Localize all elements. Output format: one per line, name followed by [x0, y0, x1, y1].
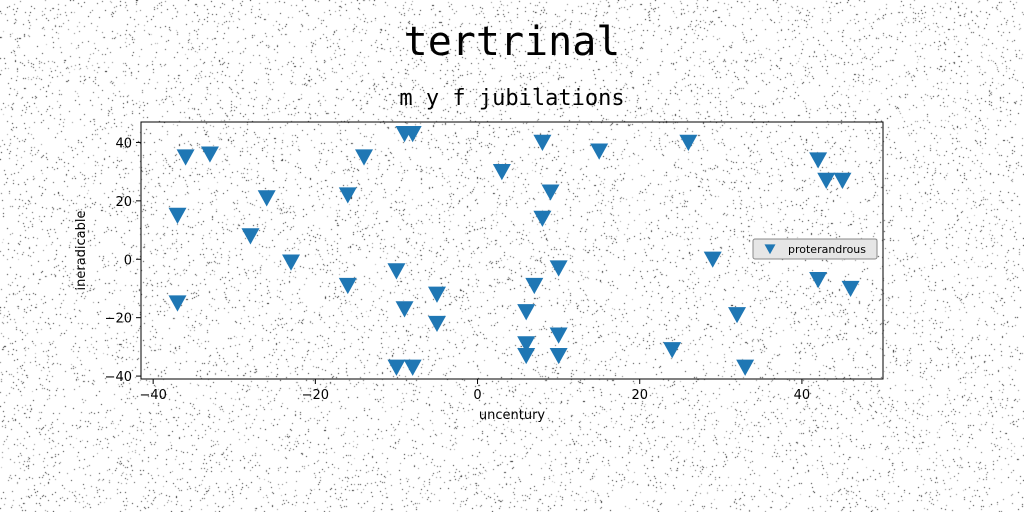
data-point: [492, 163, 511, 181]
data-point: [168, 207, 187, 225]
data-point: [387, 359, 406, 376]
x-axis-ticks: −40 −20 0 20 40: [139, 379, 810, 403]
data-point: [809, 152, 828, 169]
data-point: [833, 172, 852, 189]
legend-label: proterandrous: [788, 243, 866, 256]
data-point: [176, 149, 195, 166]
data-point: [241, 228, 260, 245]
data-point: [257, 190, 276, 207]
y-tick-label: 20: [115, 195, 132, 210]
marker-layer: [168, 126, 860, 376]
data-point: [549, 347, 568, 365]
chart-title: tertrinal: [403, 19, 621, 65]
data-point: [168, 295, 187, 312]
data-point: [517, 336, 536, 353]
data-point: [817, 172, 836, 189]
y-tick-label: 0: [124, 253, 132, 268]
y-axis-ticks: −40 −20 0 20 40: [105, 136, 141, 385]
data-point: [736, 359, 755, 376]
data-point: [200, 146, 219, 163]
data-point: [517, 347, 536, 365]
data-point: [841, 280, 860, 298]
legend-box: [752, 238, 878, 260]
data-point: [395, 301, 414, 318]
data-point: [549, 327, 568, 344]
plot-area-frame: [140, 121, 884, 380]
data-point: [728, 307, 747, 324]
x-tick-label: 0: [473, 388, 481, 403]
legend: proterandrous: [752, 238, 878, 260]
data-point: [427, 315, 446, 333]
chart-subtitle: m y f jubilations: [399, 86, 625, 111]
data-point: [387, 263, 406, 280]
x-tick-label: 40: [794, 388, 811, 403]
data-point: [549, 260, 568, 277]
data-point: [403, 126, 422, 143]
x-tick-label: 20: [631, 388, 648, 403]
x-tick-label: −20: [302, 388, 329, 403]
legend-marker-icon: [764, 244, 776, 255]
data-point: [517, 304, 536, 321]
data-point: [282, 254, 301, 271]
data-point: [427, 286, 446, 303]
x-axis-label: uncentury: [479, 408, 546, 423]
data-point: [338, 277, 357, 295]
x-tick-label: −40: [139, 388, 166, 403]
data-point: [533, 134, 552, 151]
y-tick-label: −40: [105, 370, 132, 385]
y-axis-label: ineradicable: [74, 210, 89, 290]
data-point: [663, 342, 682, 359]
data-point: [533, 210, 552, 227]
data-point: [679, 134, 698, 151]
data-point: [703, 251, 722, 268]
data-point: [338, 187, 357, 204]
data-point: [590, 143, 609, 160]
y-tick-label: 40: [115, 136, 132, 151]
data-point: [355, 149, 374, 166]
data-point: [809, 272, 828, 289]
data-point: [541, 184, 560, 201]
data-point: [525, 277, 544, 295]
data-point: [403, 359, 422, 376]
y-tick-label: −20: [105, 312, 132, 327]
